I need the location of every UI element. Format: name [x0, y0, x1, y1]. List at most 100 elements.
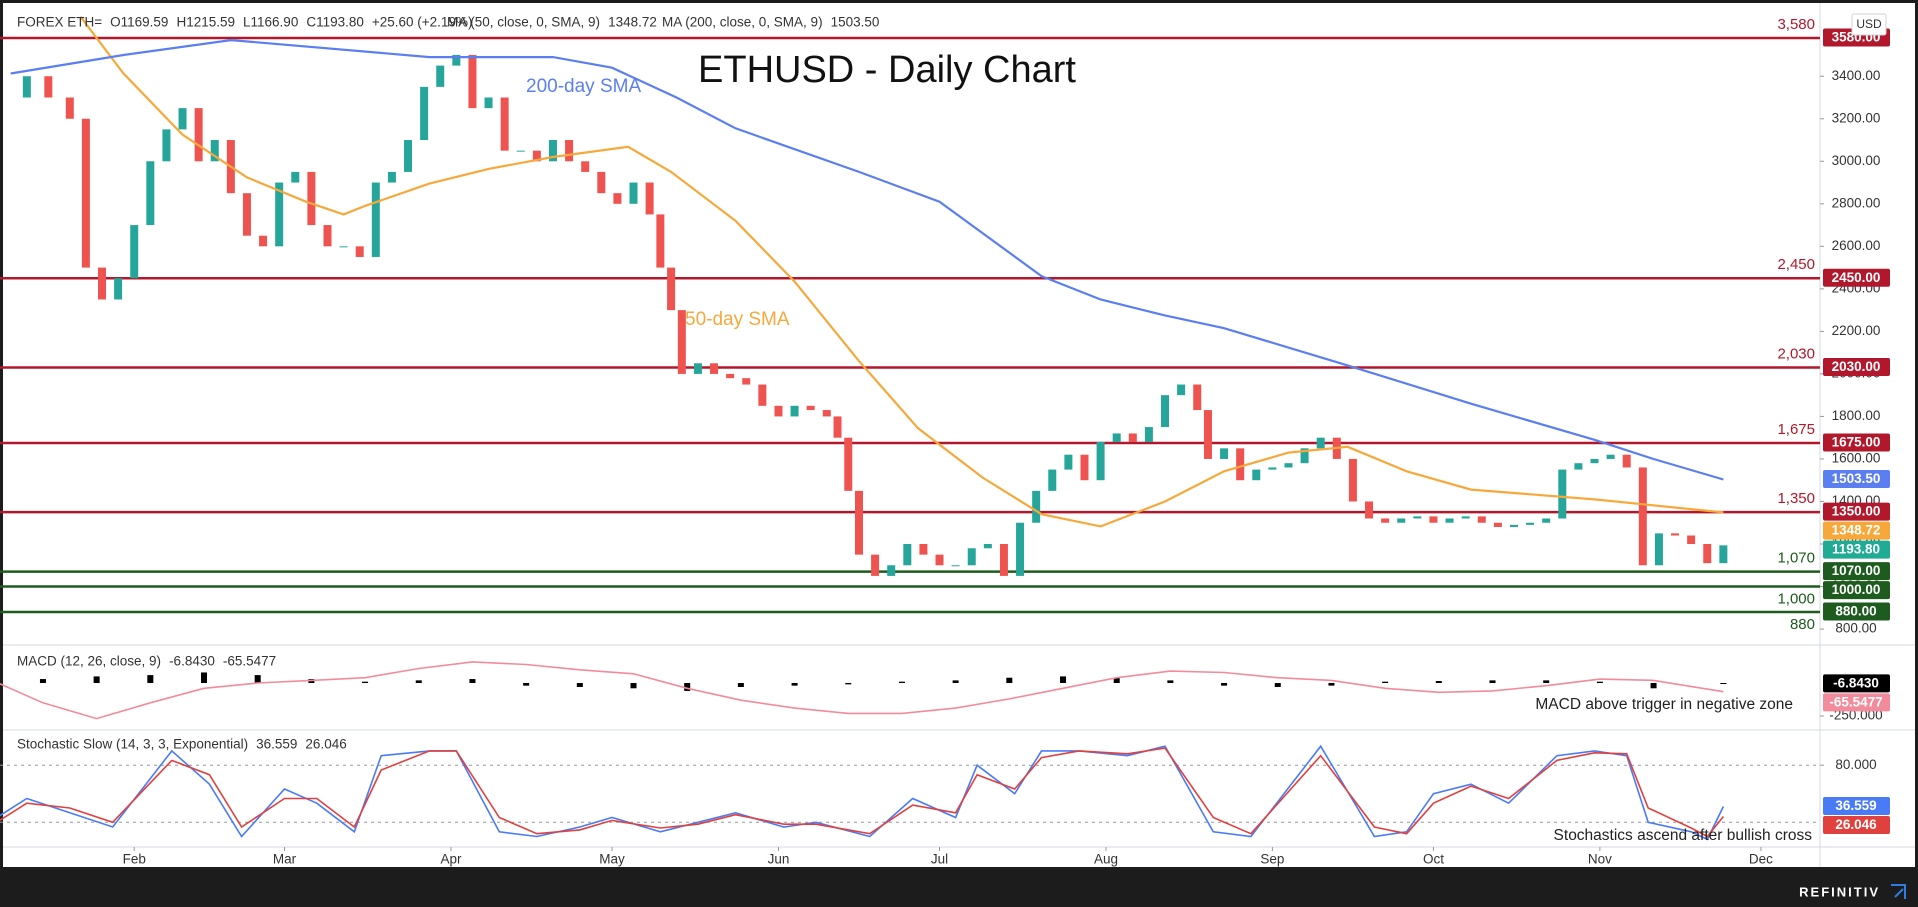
candle-body [1638, 467, 1647, 566]
candle-body [22, 76, 31, 98]
candle-body [114, 278, 123, 300]
macd-bar [576, 683, 583, 687]
candle-body [1300, 448, 1309, 464]
candle-body [999, 544, 1008, 576]
candle-body [790, 405, 799, 417]
macd-bar [737, 683, 744, 687]
candle-body [1236, 448, 1245, 481]
x-tick-label: Feb [123, 852, 146, 867]
macd-bar [1720, 683, 1727, 685]
axis-badge-label: 2030.00 [1832, 359, 1881, 374]
legend-value: -6.8430 [169, 654, 215, 669]
axis-badge [1823, 433, 1890, 452]
candle-body [484, 97, 493, 109]
axis-badge [1823, 693, 1890, 712]
annotation: MACD above trigger in negative zone [1535, 696, 1793, 713]
candle-body [130, 225, 139, 279]
candle-body [500, 97, 509, 151]
macd-bar [898, 681, 905, 684]
x-tick-label: Mar [273, 852, 297, 867]
candle-body [452, 54, 461, 66]
candle-body [339, 246, 348, 248]
candle-body [1703, 544, 1712, 564]
stochastic-line [0, 744, 1725, 841]
level-label: 1,000 [1777, 590, 1815, 607]
sma-annotation: 200-day SMA [526, 76, 641, 97]
candle-body [532, 150, 541, 162]
macd-bar [1060, 676, 1067, 684]
legend-text: MA (200, close, 0, SMA, 9) [662, 15, 823, 30]
level-label: 1,675 [1777, 421, 1815, 438]
legend-value: 36.559 [256, 737, 297, 752]
axis-badge [1823, 562, 1890, 581]
candle-body [774, 405, 783, 417]
candle-body [951, 565, 960, 567]
candle-body [1558, 469, 1567, 519]
candle-body [404, 140, 413, 172]
candle-body [645, 182, 654, 215]
candle-body [1128, 433, 1137, 442]
level-label: 2,450 [1777, 256, 1815, 273]
candle-body [468, 54, 477, 109]
macd-bar [684, 683, 691, 691]
quote-value: H1215.59 [176, 15, 235, 30]
y-tick-label: 3000.00 [1832, 153, 1881, 168]
candle-body [81, 118, 90, 268]
quote-value: O1169.59 [110, 15, 168, 30]
candle-body [1477, 516, 1486, 523]
axis-badge-label: 2450.00 [1832, 270, 1881, 285]
x-tick-label: Nov [1588, 852, 1612, 867]
macd-bar [1489, 680, 1496, 684]
macd-bar [1221, 683, 1228, 686]
candle-body [1144, 427, 1153, 442]
y-tick-label: 800.00 [1835, 621, 1876, 636]
candle-body [275, 182, 284, 247]
candle-body [1161, 395, 1170, 428]
candle-body [806, 405, 815, 411]
candle-body [677, 310, 686, 374]
macd-bar [362, 681, 369, 684]
candle-body [146, 161, 155, 226]
axis-badge-label: 36.559 [1835, 798, 1876, 813]
candle-body [210, 140, 219, 162]
axis-badge-label: 26.046 [1835, 817, 1877, 832]
macd-bar [254, 675, 261, 684]
candle-body [1112, 433, 1121, 442]
macd-bar [1435, 681, 1442, 684]
overlay-layer: 800.001000.001200.001400.001600.001800.0… [17, 15, 1890, 867]
axis-badge [1823, 268, 1890, 287]
candle-body [919, 544, 928, 555]
level-label: 1,350 [1777, 490, 1815, 507]
x-tick-label: May [599, 852, 625, 867]
candle-body [436, 65, 445, 87]
candle-body [1461, 516, 1470, 519]
candle-body [935, 554, 944, 566]
x-tick-label: Apr [440, 852, 462, 867]
macd-bar [791, 683, 798, 686]
candle-body [162, 129, 171, 162]
quote-value: C1193.80 [306, 15, 364, 30]
candle-body [1177, 384, 1186, 396]
axis-badge [1823, 581, 1890, 600]
candle-body [65, 97, 74, 119]
axis-badge-label: 880.00 [1835, 604, 1876, 619]
candle-body [871, 554, 880, 576]
legend-text: MA (50, close, 0, SMA, 9) [447, 15, 600, 30]
macd-bar [845, 683, 852, 685]
sma-annotation: 50-day SMA [685, 309, 790, 330]
macd-bar [1167, 680, 1174, 684]
legend-value: 1348.72 [608, 15, 657, 30]
macd-bar [39, 679, 46, 684]
axis-badge-label: 1070.00 [1832, 563, 1881, 578]
candle-body [371, 182, 380, 257]
candle-body [355, 246, 364, 257]
axis-badge [1823, 358, 1890, 377]
macd-bar [93, 676, 100, 684]
candle-body [656, 214, 665, 268]
candle-body [1719, 545, 1728, 564]
axis-badge-label: 1193.80 [1832, 542, 1880, 557]
candle-body [983, 544, 992, 549]
candle-body [1590, 458, 1599, 464]
chart-title: ETHUSD - Daily Chart [698, 49, 1076, 91]
